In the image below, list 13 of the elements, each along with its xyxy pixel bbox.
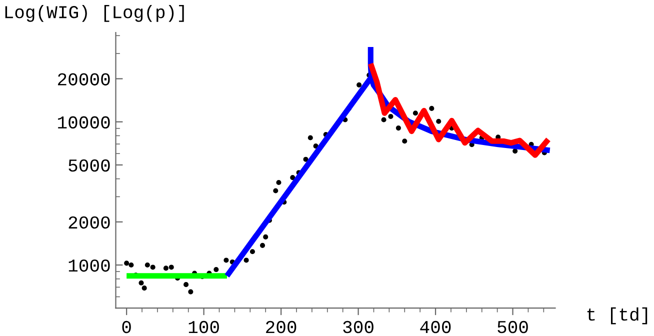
y-tick-label: 2000 [68,216,110,229]
y-tick-label: 5000 [68,159,110,172]
x-tick-label: 100 [188,320,219,334]
y-tick-label: 10000 [58,116,110,129]
x-tick-label: 0 [122,320,131,334]
x-tick-label: 300 [343,320,374,334]
x-tick-label: 200 [266,320,296,334]
y-axis-title: Log(WIG) [Log(p)] [5,5,184,22]
y-tick-label: 20000 [58,73,110,86]
x-axis-title: t [td] [587,307,648,324]
x-tick-label: 400 [420,320,451,334]
y-tick-label: 1000 [68,259,110,272]
x-tick-label: 500 [498,320,528,334]
